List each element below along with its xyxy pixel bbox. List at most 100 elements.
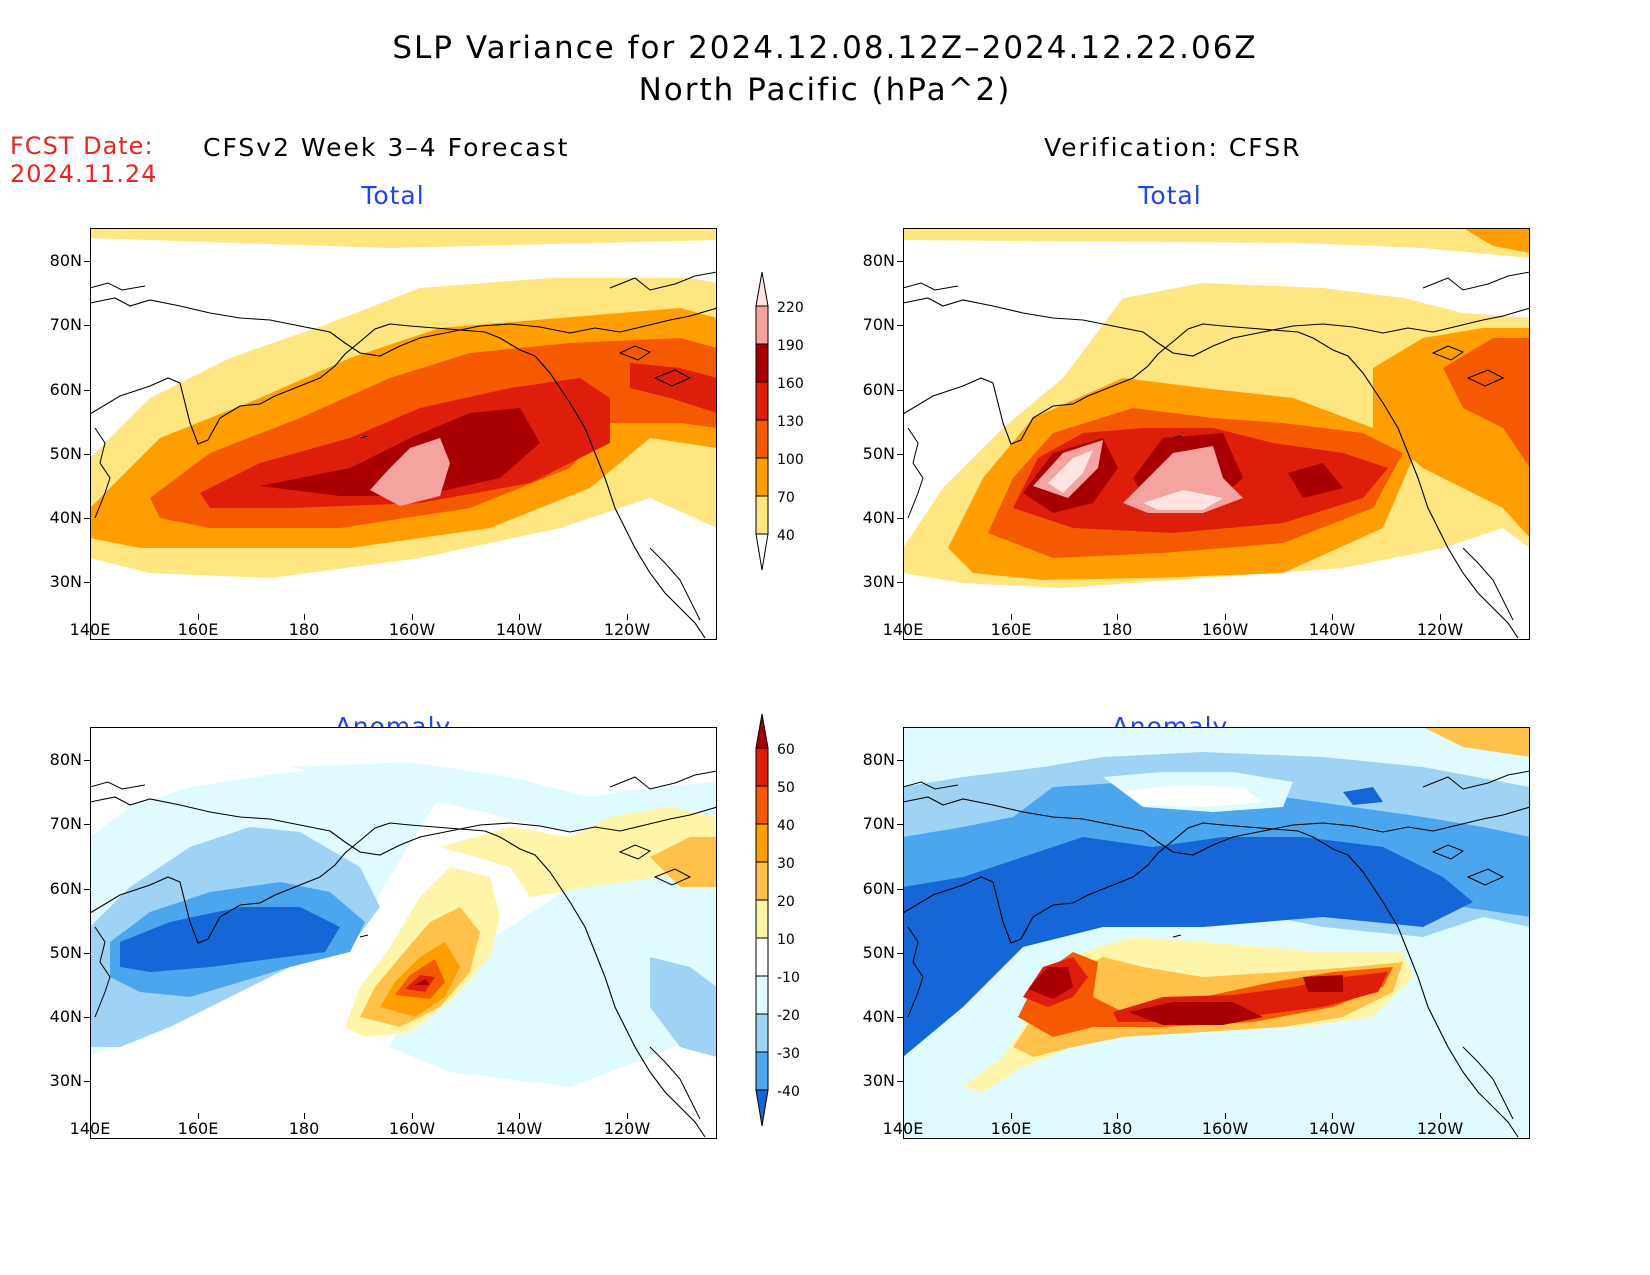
lon-label-vt-160w: 160W [1201, 620, 1249, 639]
lon-label-fa-180: 180 [288, 1119, 320, 1138]
lon-tick [304, 614, 305, 620]
lat-tick [897, 760, 903, 761]
lat-tick [84, 390, 90, 391]
fcst-date-label: FCST Date: [10, 132, 154, 160]
lon-label-va-180: 180 [1101, 1119, 1133, 1138]
lon-label-vt-140e: 140E [882, 620, 924, 639]
lat-label-va-70n: 70N [862, 814, 895, 833]
lon-tick [903, 614, 904, 620]
lon-label-vt-140w: 140W [1308, 620, 1356, 639]
lon-tick [304, 1113, 305, 1119]
lon-tick [1332, 614, 1333, 620]
anomaly-legend-minus40: -40 [777, 1084, 800, 1100]
total-legend-160: 160 [777, 376, 804, 392]
anomaly-legend-50: 50 [777, 780, 795, 796]
lat-label-va-50n: 50N [862, 943, 895, 962]
lat-tick [84, 582, 90, 583]
lat-tick [897, 582, 903, 583]
forecast-total-map [90, 228, 717, 640]
forecast-total-title: Total [361, 181, 425, 210]
anomaly-legend-minus30: -30 [777, 1046, 800, 1062]
lat-tick [897, 1081, 903, 1082]
verification-total-map [903, 228, 1530, 640]
lon-tick [627, 1113, 628, 1119]
lon-tick [1117, 1113, 1118, 1119]
lat-label-va-60n: 60N [862, 879, 895, 898]
lat-label-vt-80n: 80N [862, 251, 895, 270]
total-legend-70: 70 [777, 490, 795, 506]
lon-tick [1440, 1113, 1441, 1119]
lon-label-ft-160w: 160W [388, 620, 436, 639]
lat-tick [84, 325, 90, 326]
lon-label-vt-120w: 120W [1416, 620, 1464, 639]
lat-tick [84, 889, 90, 890]
lat-label-fa-60n: 60N [49, 879, 82, 898]
lat-tick [897, 454, 903, 455]
lat-label-ft-80n: 80N [49, 251, 82, 270]
lon-label-va-140e: 140E [882, 1119, 924, 1138]
anomaly-legend-10: 10 [777, 932, 795, 948]
lat-tick [84, 760, 90, 761]
lon-tick [412, 614, 413, 620]
anomaly-legend-minus20: -20 [777, 1008, 800, 1024]
total-legend-190: 190 [777, 338, 804, 354]
lat-tick [897, 1017, 903, 1018]
lon-tick [1117, 614, 1118, 620]
lat-label-fa-30n: 30N [49, 1071, 82, 1090]
anomaly-colorbar: 60 50 40 30 20 10 -10 -20 -30 -40 [752, 712, 800, 1136]
lat-label-ft-30n: 30N [49, 572, 82, 591]
lon-label-ft-160e: 160E [177, 620, 219, 639]
lon-label-va-140w: 140W [1308, 1119, 1356, 1138]
lon-label-ft-120w: 120W [603, 620, 651, 639]
lon-label-vt-180: 180 [1101, 620, 1133, 639]
lat-label-fa-80n: 80N [49, 750, 82, 769]
lon-label-va-160e: 160E [990, 1119, 1032, 1138]
lat-tick [897, 325, 903, 326]
lon-tick [198, 614, 199, 620]
lon-tick [1225, 1113, 1226, 1119]
anomaly-legend-40: 40 [777, 818, 795, 834]
total-legend-220: 220 [777, 300, 804, 316]
lat-tick [84, 454, 90, 455]
lat-tick [84, 953, 90, 954]
lat-tick [84, 261, 90, 262]
anomaly-legend-30: 30 [777, 856, 795, 872]
lat-label-fa-70n: 70N [49, 814, 82, 833]
right-column-title: Verification: CFSR [1044, 133, 1302, 162]
lon-tick [90, 1113, 91, 1119]
lon-tick [198, 1113, 199, 1119]
total-legend-40: 40 [777, 528, 795, 544]
lat-tick [897, 889, 903, 890]
lon-label-va-120w: 120W [1416, 1119, 1464, 1138]
lat-label-ft-40n: 40N [49, 508, 82, 527]
anomaly-legend-60: 60 [777, 742, 795, 758]
lat-tick [897, 518, 903, 519]
lat-tick [84, 518, 90, 519]
lon-label-ft-140e: 140E [69, 620, 111, 639]
total-legend-130: 130 [777, 414, 804, 430]
lon-tick [90, 614, 91, 620]
lon-label-fa-160w: 160W [388, 1119, 436, 1138]
lat-label-vt-60n: 60N [862, 380, 895, 399]
lon-label-ft-180: 180 [288, 620, 320, 639]
lat-label-ft-60n: 60N [49, 380, 82, 399]
lon-tick [412, 1113, 413, 1119]
lat-tick [84, 1081, 90, 1082]
lon-label-va-160w: 160W [1201, 1119, 1249, 1138]
lat-label-va-40n: 40N [862, 1007, 895, 1026]
verification-anomaly-map [903, 727, 1530, 1139]
left-column-title: CFSv2 Week 3–4 Forecast [203, 133, 570, 162]
lat-tick [84, 1017, 90, 1018]
lon-tick [1011, 614, 1012, 620]
lon-label-fa-120w: 120W [603, 1119, 651, 1138]
lat-tick [897, 390, 903, 391]
anomaly-legend-20: 20 [777, 894, 795, 910]
main-subtitle: North Pacific (hPa^2) [638, 72, 1012, 108]
lat-label-vt-50n: 50N [862, 444, 895, 463]
anomaly-legend-minus10: -10 [777, 970, 800, 986]
lat-tick [84, 824, 90, 825]
lon-label-fa-160e: 160E [177, 1119, 219, 1138]
lat-label-va-80n: 80N [862, 750, 895, 769]
lat-tick [897, 824, 903, 825]
lat-label-fa-50n: 50N [49, 943, 82, 962]
